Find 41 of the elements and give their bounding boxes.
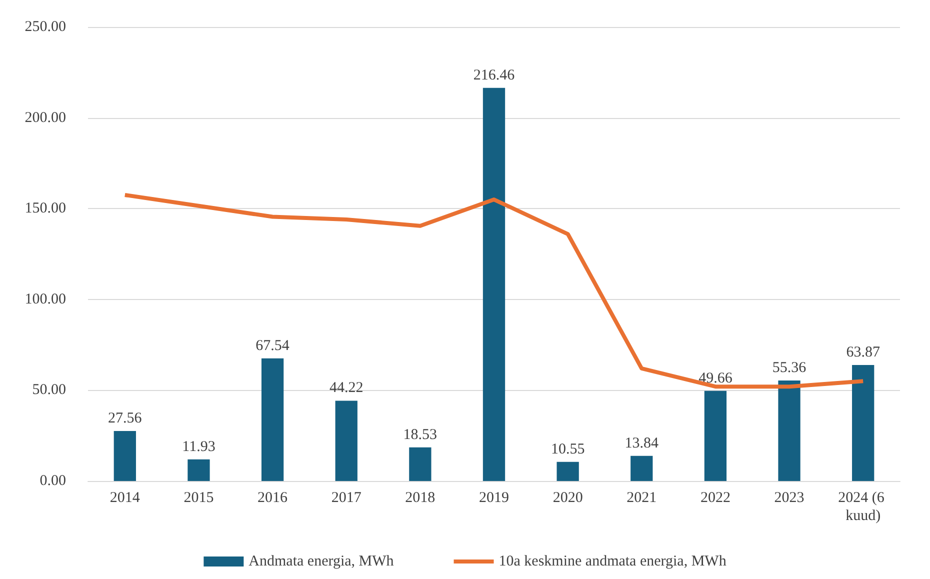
x-tick-label: 2023 — [774, 490, 804, 506]
data-label: 10.55 — [550, 441, 585, 458]
bar — [704, 390, 727, 481]
data-label: 49.66 — [698, 370, 733, 386]
bar — [778, 380, 800, 481]
bar — [852, 365, 874, 481]
x-tick-label: 2017 — [331, 490, 362, 506]
bar — [188, 459, 210, 481]
data-label: 11.93 — [182, 438, 216, 455]
x-tick-label: 2014 — [110, 490, 140, 506]
bar — [335, 400, 358, 481]
x-tick-label: 2024 (6 kuud) — [838, 490, 888, 524]
x-tick-label: 2015 — [184, 490, 214, 506]
y-tick-label: 150.00 — [24, 200, 66, 217]
bar — [261, 358, 284, 481]
data-label: 13.84 — [624, 435, 660, 452]
x-tick-label: 2018 — [405, 490, 436, 506]
x-tick-label: 2019 — [479, 490, 509, 506]
y-tick-label: 100.00 — [24, 291, 66, 308]
data-label: 18.53 — [403, 426, 438, 443]
data-label: 44.22 — [329, 380, 364, 396]
data-label: 55.36 — [772, 360, 807, 376]
data-label: 63.87 — [846, 344, 880, 361]
y-tick-label: 200.00 — [24, 110, 66, 126]
bar — [409, 447, 432, 481]
x-tick-label: 2020 — [552, 490, 583, 506]
bar — [556, 462, 579, 481]
y-tick-label: 250.00 — [24, 19, 66, 35]
x-tick-label: 2016 — [258, 490, 288, 506]
y-tick-label: 0.00 — [40, 473, 66, 489]
bar — [114, 430, 136, 481]
data-label: 67.54 — [256, 338, 290, 354]
y-tick-label: 50.00 — [32, 382, 66, 398]
data-label: 27.56 — [108, 410, 142, 426]
x-tick-label: 2022 — [700, 490, 730, 506]
data-label: 216.46 — [473, 67, 516, 84]
bar — [482, 88, 506, 481]
legend-label: 10a keskmine andmata energia, MWh — [498, 554, 727, 570]
bar — [630, 456, 653, 481]
x-tick-label: 2021 — [626, 490, 657, 506]
legend-label: Andmata energia, MWh — [248, 554, 394, 570]
